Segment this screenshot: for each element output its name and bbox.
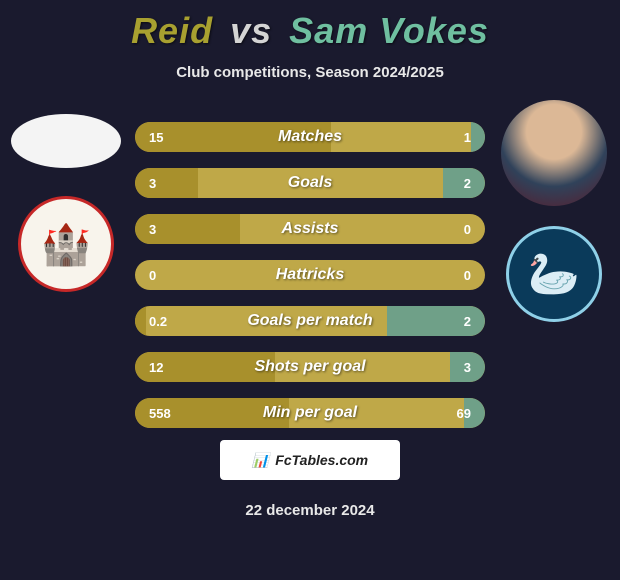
stat-row: 55869Min per goal bbox=[135, 398, 485, 428]
player1-avatar bbox=[11, 114, 121, 168]
stat-row: 00Hattricks bbox=[135, 260, 485, 290]
player1-club-crest: 🏰 bbox=[18, 196, 114, 292]
branding-badge: 📊 FcTables.com bbox=[220, 440, 400, 480]
date-text: 22 december 2024 bbox=[0, 502, 620, 519]
stat-label: Matches bbox=[135, 128, 485, 146]
player2-name: Sam Vokes bbox=[289, 10, 489, 51]
stat-label: Shots per goal bbox=[135, 358, 485, 376]
chart-icon: 📊 bbox=[252, 452, 269, 469]
stat-label: Goals bbox=[135, 174, 485, 192]
stat-row: 151Matches bbox=[135, 122, 485, 152]
stat-label: Assists bbox=[135, 220, 485, 238]
branding-text: FcTables.com bbox=[275, 452, 368, 468]
page-title: Reid vs Sam Vokes bbox=[0, 0, 620, 52]
stat-row: 30Assists bbox=[135, 214, 485, 244]
right-column: 🦢 bbox=[494, 100, 614, 322]
stat-label: Hattricks bbox=[135, 266, 485, 284]
stats-container: 151Matches 32Goals 30Assists 00Hattricks 0.2… bbox=[135, 122, 485, 444]
player2-club-crest: 🦢 bbox=[506, 226, 602, 322]
stat-row: 123Shots per goal bbox=[135, 352, 485, 382]
player2-avatar bbox=[501, 100, 607, 206]
stevenage-crest-icon: 🏰 bbox=[21, 196, 111, 292]
left-column: 🏰 bbox=[6, 100, 126, 292]
vs-text: vs bbox=[230, 10, 272, 51]
player1-name: Reid bbox=[131, 10, 213, 51]
wycombe-crest-icon: 🦢 bbox=[509, 226, 599, 322]
stat-row: 32Goals bbox=[135, 168, 485, 198]
stat-label: Goals per match bbox=[135, 312, 485, 330]
subtitle: Club competitions, Season 2024/2025 bbox=[0, 64, 620, 81]
stat-label: Min per goal bbox=[135, 404, 485, 422]
stat-row: 0.22Goals per match bbox=[135, 306, 485, 336]
